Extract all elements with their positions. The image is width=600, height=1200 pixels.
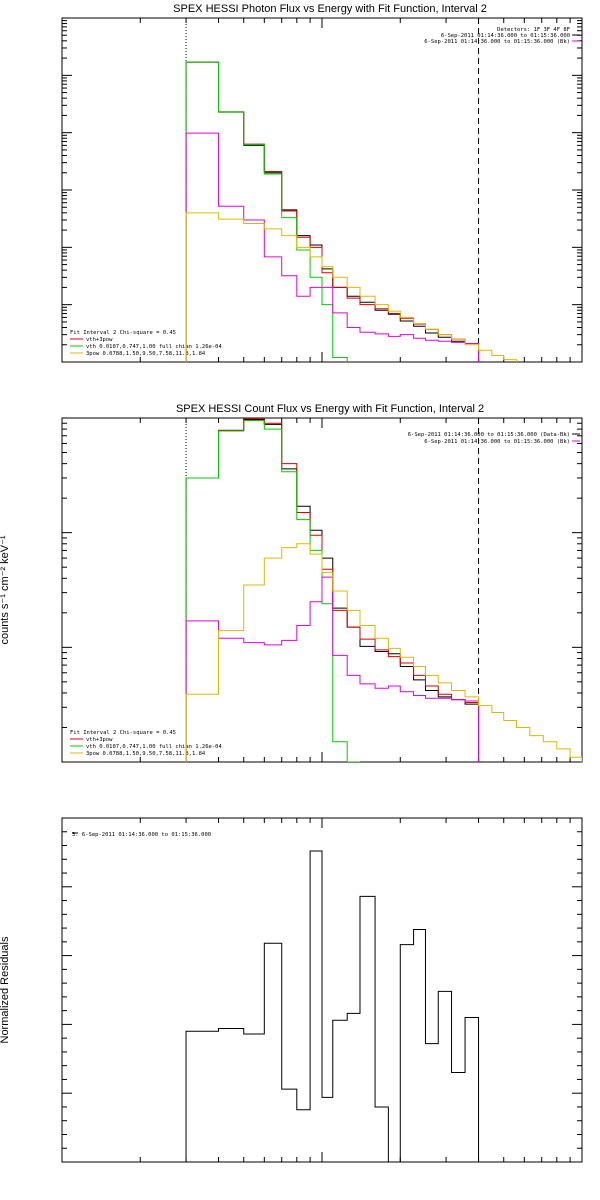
legend-entry: vth+3pow — [86, 737, 113, 743]
series-line-3 — [185, 132, 480, 362]
legend-bottom-left: Fit Interval 2 Chi-square = 0.45 vth+3po… — [70, 330, 222, 357]
plot-frame — [61, 17, 583, 363]
legend-entry: vth 0.0107,0.747,1.00 full chian 1.26e-0… — [86, 344, 222, 350]
y-axis-label: Normalized Residuals — [0, 936, 11, 1043]
legend-top-right: 6-Sep-2011 01:14:36.000 to 01:15:36.000 … — [408, 432, 570, 445]
legend-entry: 6-Sep-2011 01:14:36.000 to 01:15:36.000 … — [424, 439, 570, 445]
legend-entry: vth 0.0107,0.747,1.00 full chian 1.26e-0… — [86, 744, 222, 750]
count-flux-panel: SPEX HESSI Count Flux vs Energy with Fit… — [0, 403, 583, 763]
legend-entry: Fit Interval 2 Chi-square = 0.45 — [70, 730, 176, 736]
legend-entry: Detectors: 1F 3F 4F 8F — [497, 27, 570, 33]
chart-title: SPEX HESSI Count Flux vs Energy with Fit… — [176, 403, 484, 415]
series-line-3 — [185, 576, 480, 762]
legend-entry: 6-Sep-2011 01:14:36.000 to 01:15:36.000 … — [424, 39, 570, 45]
series-line-4 — [185, 543, 582, 762]
legend-entry: Fit Interval 2 Chi-square = 0.45 — [70, 330, 176, 336]
legend-entry: 3pow 0.0788,1.50,9.50,7.58,11.8,1.84 — [86, 751, 206, 757]
legend-bottom-left: Fit Interval 2 Chi-square = 0.45 vth+3po… — [70, 730, 222, 757]
photon-flux-panel: SPEX HESSI Photon Flux vs Energy with Fi… — [61, 3, 583, 363]
series-line-2 — [185, 61, 361, 362]
series-line-0 — [185, 850, 480, 1162]
legend-entry: 6-Sep-2011 01:14:36.000 to 01:15:36.000 … — [408, 432, 570, 438]
legend-entry: vth+3pow — [86, 337, 113, 343]
legend-top-right: Detectors: 1F 3F 4F 8F 6-Sep-2011 01:14:… — [424, 27, 570, 45]
legend-entry: 3. 6-Sep-2011 01:14:36.000 to 01:15:36.0… — [72, 832, 211, 838]
y-axis-label: counts s⁻¹ cm⁻² keV⁻¹ — [0, 535, 11, 644]
legend-entry: 6-Sep-2011 01:14:36.000 to 01:15:36.000 — [441, 33, 570, 39]
chart-title: SPEX HESSI Photon Flux vs Energy with Fi… — [173, 3, 487, 15]
series-line-4 — [185, 212, 531, 362]
series-line-2 — [185, 420, 360, 762]
residuals-panel: Normalized Residuals 3. 6-Sep-2011 01:14… — [0, 817, 583, 1163]
legend-entry: 3pow 0.0788,1.50,9.50,7.58,11.8,1.84 — [86, 351, 206, 357]
